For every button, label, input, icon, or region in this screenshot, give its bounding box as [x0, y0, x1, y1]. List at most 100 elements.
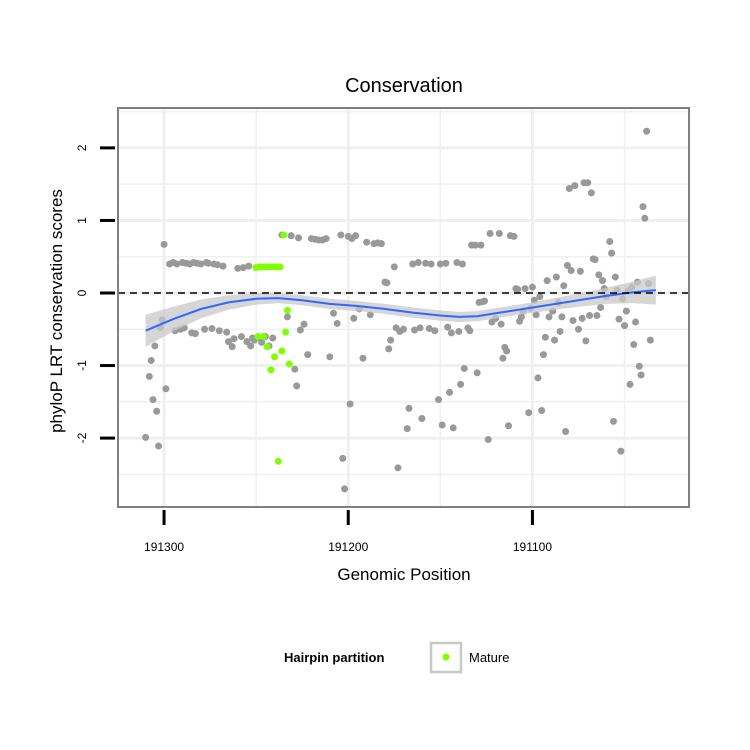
data-point-other [541, 333, 549, 341]
data-point-other [337, 231, 345, 239]
data-point-other [155, 442, 163, 450]
data-point-other [145, 372, 153, 380]
data-point-other [425, 325, 433, 333]
data-point-mature [254, 333, 262, 341]
data-point-other [442, 259, 450, 267]
data-point-other [322, 235, 330, 243]
data-point-other [434, 396, 442, 404]
data-point-other [630, 340, 638, 348]
data-point-other [296, 326, 304, 334]
data-point-other [635, 362, 643, 370]
data-point-other [339, 454, 347, 462]
data-point-other [269, 334, 277, 342]
data-point-other [543, 277, 551, 285]
data-point-other [230, 335, 238, 343]
data-point-other [560, 282, 568, 290]
data-point-other [584, 179, 592, 187]
data-point-other [477, 241, 485, 249]
data-point-other [609, 417, 617, 425]
data-point-other [330, 309, 338, 317]
y-tick-label: 0 [75, 289, 89, 296]
data-point-other [591, 256, 599, 264]
data-point-other [225, 338, 233, 346]
data-point-other [411, 326, 419, 334]
smooth-fit-line [145, 289, 656, 332]
data-point-other [606, 237, 614, 245]
data-point-other [162, 385, 170, 393]
data-point-other [637, 371, 645, 379]
data-point-other [521, 285, 529, 293]
data-point-other [346, 400, 354, 408]
panel-border [117, 107, 690, 508]
data-point-other [283, 313, 291, 321]
data-point-other [394, 464, 402, 472]
data-point-other [455, 327, 463, 335]
data-point-other [510, 232, 518, 240]
data-point-other [525, 409, 533, 417]
data-point-other [504, 422, 512, 430]
data-point-other [438, 421, 446, 429]
data-point-other [385, 345, 393, 353]
data-point-other [617, 447, 625, 455]
data-point-other [567, 267, 575, 275]
data-point-other [571, 182, 579, 190]
data-point-other [291, 365, 299, 373]
data-point-mature [276, 263, 284, 271]
data-point-other [532, 311, 540, 319]
data-point-other [142, 433, 150, 441]
data-point-other [626, 380, 634, 388]
data-point-other [621, 322, 629, 330]
data-point-mature [271, 353, 279, 361]
data-point-other [574, 325, 582, 333]
data-point-other [484, 436, 492, 444]
data-point-other [431, 327, 439, 335]
data-point-other [247, 342, 255, 350]
data-point-other [416, 324, 424, 332]
data-point-other [503, 347, 511, 355]
data-point-other [350, 314, 358, 322]
data-point-other [359, 354, 367, 362]
data-point-other [471, 241, 479, 249]
data-point-other [414, 259, 422, 267]
x-tick-label: 191100 [513, 540, 552, 554]
y-tick-label: -1 [75, 360, 89, 371]
data-point-other [295, 234, 303, 242]
data-point-other [300, 320, 308, 328]
plot-panel: 2 1 0 -1 -2 191300 191200 191100 [75, 107, 690, 554]
data-point-other [149, 396, 157, 404]
data-point-other [427, 260, 435, 268]
data-point-mature [274, 457, 282, 465]
data-point-other [466, 327, 474, 335]
data-point-other [615, 315, 623, 323]
data-point-other [449, 424, 457, 432]
data-point-other [562, 428, 570, 436]
data-point-mature [285, 360, 293, 368]
data-point-other [387, 336, 395, 344]
data-point-other [565, 185, 573, 193]
data-point-other [147, 356, 155, 364]
data-point-other [400, 325, 407, 333]
data-point-other [363, 238, 371, 246]
data-point-other [611, 273, 619, 281]
data-point-other [245, 262, 253, 270]
data-point-other [641, 214, 649, 222]
data-point-other [234, 264, 242, 272]
data-point-other [213, 261, 221, 269]
data-point-other [208, 325, 216, 333]
data-point-other [447, 329, 455, 337]
data-point-other [219, 262, 227, 270]
data-point-other [418, 414, 426, 422]
x-axis-title: Genomic Position [337, 565, 470, 584]
y-tick-label: 1 [75, 217, 89, 224]
data-point-other [223, 328, 231, 336]
data-point-other [473, 369, 481, 377]
data-point-other [632, 318, 640, 326]
data-point-other [228, 343, 236, 351]
data-point-other [366, 311, 374, 319]
data-point-other [556, 327, 564, 335]
data-point-other [528, 283, 536, 291]
data-point-mature [263, 343, 271, 351]
data-point-mature [267, 366, 275, 374]
data-point-other [587, 189, 595, 197]
